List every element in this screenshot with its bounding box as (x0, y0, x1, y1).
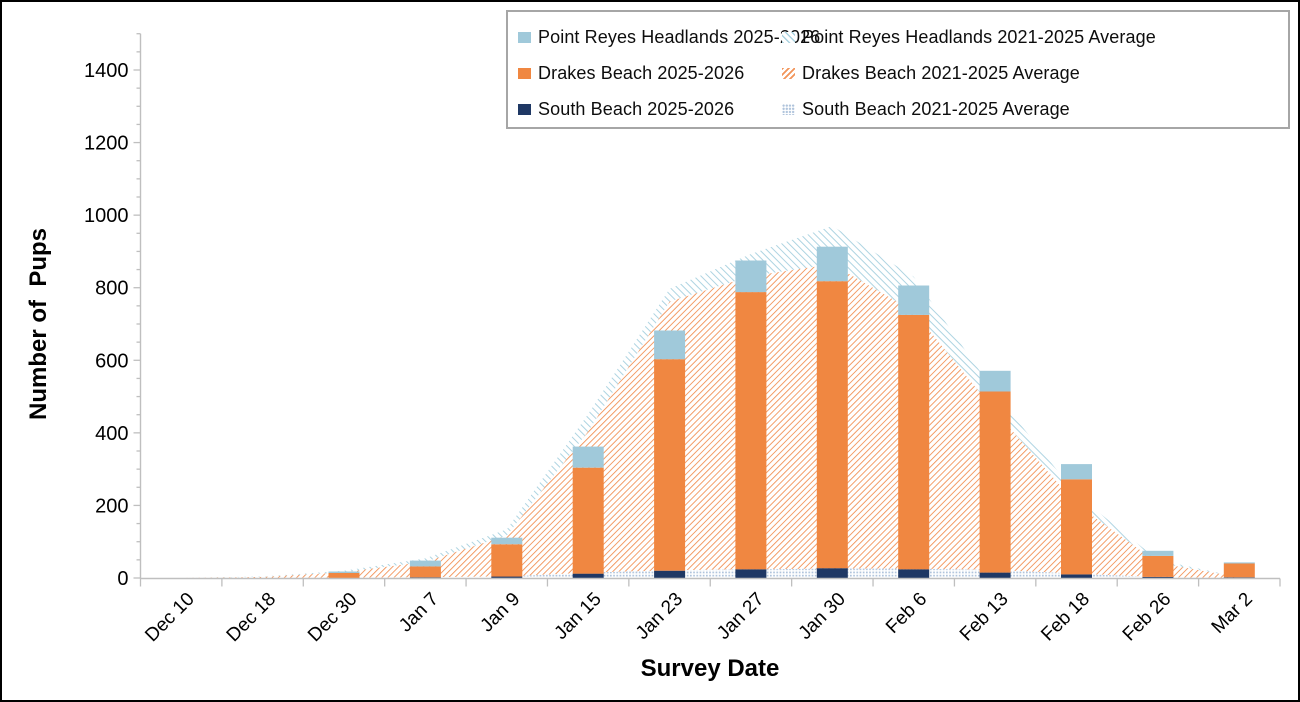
x-tick-label: Dec 18 (223, 589, 280, 646)
x-tick-label: Jan 23 (632, 589, 687, 644)
x-tick-label: Jan 27 (713, 589, 768, 644)
x-tick-label: Feb 18 (1037, 589, 1094, 646)
bar-segment (328, 571, 360, 573)
y-tick-label: 200 (95, 495, 128, 517)
bar-segment (735, 292, 767, 570)
bar-segment (491, 537, 523, 545)
x-tick-label: Jan 9 (477, 589, 525, 637)
bar-segment (898, 285, 930, 315)
bar-segment (572, 467, 604, 574)
x-axis-title: Survey Date (641, 655, 780, 682)
y-tick-label: 600 (95, 350, 128, 372)
bar-segment (1142, 555, 1174, 577)
bar-segment (491, 576, 523, 578)
bar-segment (654, 330, 686, 360)
y-tick-label: 1000 (84, 205, 129, 227)
y-axis-title: Number of Pups (25, 228, 52, 420)
chart-legend: Point Reyes Headlands 2025-2026 Point Re… (506, 10, 1290, 129)
legend-item-drakes-average: Drakes Beach 2021-2025 Average (782, 55, 1288, 91)
south-current-swatch-icon (518, 103, 531, 115)
legend-label: Point Reyes Headlands 2021-2025 Average (802, 26, 1156, 47)
bar-segment (409, 566, 441, 578)
x-tick-label: Mar 2 (1208, 589, 1257, 638)
y-tick-label: 1400 (84, 60, 129, 82)
x-tick-label: Dec 10 (141, 589, 198, 646)
south-average-swatch-icon (782, 103, 795, 115)
legend-label: South Beach 2021-2025 Average (802, 98, 1070, 119)
x-tick-label: Feb 6 (882, 589, 931, 638)
bar-segment (654, 359, 686, 571)
bar-segment (1223, 563, 1255, 578)
bar-segment (979, 391, 1011, 573)
bar-segment (816, 281, 848, 569)
legend-item-prh-average: Point Reyes Headlands 2021-2025 Average (782, 19, 1288, 55)
legend-item-south-current: South Beach 2025-2026 (518, 91, 782, 127)
x-tick-label: Jan 30 (795, 589, 850, 644)
y-tick-label: 0 (117, 568, 128, 590)
bar-segment (816, 246, 848, 282)
bar-segment (572, 573, 604, 578)
prh-current-swatch-icon (518, 31, 531, 43)
y-tick-label: 800 (95, 278, 128, 300)
bar-segment (409, 560, 441, 567)
bar-segment (409, 577, 441, 578)
x-tick-label: Dec 30 (304, 589, 361, 646)
area-diag-forward (181, 264, 1240, 578)
legend-label: Drakes Beach 2021-2025 Average (802, 62, 1080, 83)
legend-label: Point Reyes Headlands 2025-2026 (538, 26, 821, 47)
bar-segment (979, 572, 1011, 578)
x-tick-label: Feb 26 (1119, 589, 1176, 646)
y-tick-label: 1200 (84, 133, 129, 155)
x-tick-label: Feb 13 (956, 589, 1013, 646)
bar-segment (491, 544, 523, 577)
prh-average-swatch-icon (782, 31, 795, 43)
legend-item-prh-current: Point Reyes Headlands 2025-2026 (518, 19, 820, 55)
bar-segment (1061, 464, 1092, 480)
bar-segment (1061, 574, 1092, 578)
bar-segment (1223, 562, 1255, 564)
x-tick-label: Jan 15 (551, 589, 606, 644)
legend-label: Drakes Beach 2025-2026 (538, 62, 745, 83)
legend-item-drakes-current: Drakes Beach 2025-2026 (518, 55, 782, 91)
legend-label: South Beach 2025-2026 (538, 98, 735, 119)
area-dots (181, 568, 1240, 578)
bar-segment (816, 568, 848, 578)
bar-segment (979, 370, 1011, 392)
x-tick-label: Jan 7 (395, 589, 443, 637)
bar-segment (735, 260, 767, 293)
bar-segment (735, 569, 767, 578)
bar-segment (1061, 479, 1092, 575)
bar-segment (898, 314, 930, 570)
bar-segment (1142, 576, 1174, 578)
area-diag-back (181, 226, 1240, 578)
bar-segment (654, 570, 686, 578)
bar-segment (898, 569, 930, 578)
drakes-current-swatch-icon (518, 67, 531, 79)
legend-item-south-average: South Beach 2021-2025 Average (782, 91, 1288, 127)
bar-segment (572, 446, 604, 468)
bar-segment (1223, 577, 1255, 578)
bar-segment (328, 572, 360, 578)
drakes-average-swatch-icon (782, 67, 795, 79)
bar-segment (1142, 550, 1174, 556)
y-tick-label: 400 (95, 423, 128, 445)
